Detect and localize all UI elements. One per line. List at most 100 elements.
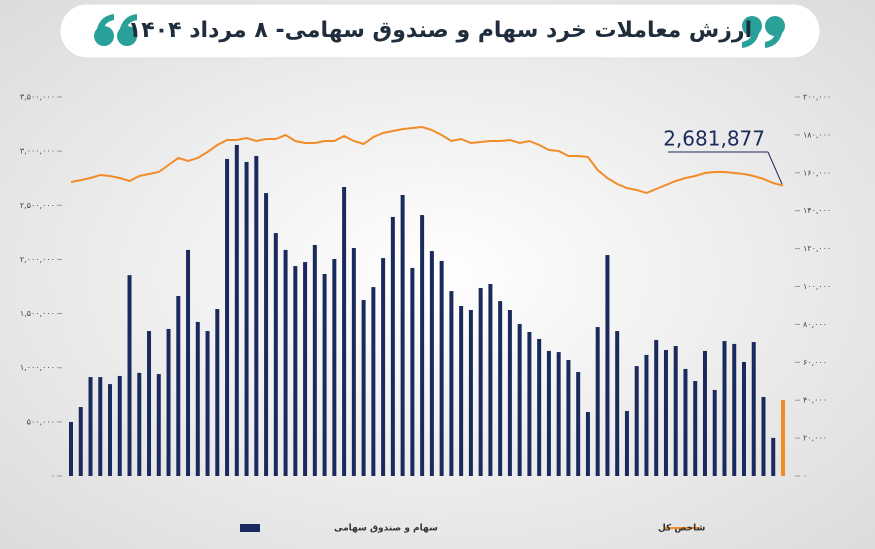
bar <box>410 267 415 476</box>
line <box>70 125 784 195</box>
bar <box>429 251 434 476</box>
bar <box>712 389 717 476</box>
bar <box>498 301 503 476</box>
bar <box>205 331 210 476</box>
y2-tick-label: ۶۰,۰۰۰ <box>803 358 827 367</box>
bar <box>663 349 668 476</box>
bar <box>449 291 454 476</box>
bar <box>176 295 181 476</box>
y-tick-label: ۲,۰۰۰,۰۰۰ <box>20 255 55 264</box>
bar <box>732 343 737 476</box>
bar <box>722 341 727 476</box>
bar <box>293 266 298 476</box>
bar <box>771 437 776 476</box>
bar <box>634 366 639 476</box>
y2-tick-label: ۲۰۰,۰۰۰ <box>803 93 831 102</box>
bar <box>371 287 376 476</box>
bar <box>234 144 239 477</box>
bar <box>225 158 230 477</box>
bar <box>751 342 756 476</box>
bar <box>78 407 83 476</box>
y2-tick-label: ۰ <box>803 472 807 481</box>
bar <box>88 377 93 476</box>
bar <box>195 321 200 476</box>
bar <box>556 352 561 476</box>
bar <box>761 396 766 476</box>
bar <box>303 262 308 476</box>
bar <box>702 350 707 476</box>
y2-tick-label: ۱۰۰,۰۰۰ <box>803 282 831 291</box>
y2-tick-label: ۲۰,۰۰۰ <box>803 434 827 443</box>
bar <box>537 338 542 476</box>
bar <box>517 324 522 476</box>
legend-label: شاخص کل <box>658 524 706 534</box>
annotation-leader <box>767 151 783 185</box>
y-tick-label: ۱,۵۰۰,۰۰۰ <box>20 309 55 318</box>
quote-left <box>94 14 137 46</box>
bar <box>595 327 600 476</box>
bar <box>137 372 142 476</box>
bar <box>254 155 259 476</box>
bar <box>342 187 347 476</box>
bar <box>215 309 220 476</box>
bar <box>585 411 590 476</box>
bar <box>654 339 659 476</box>
bar <box>283 249 288 476</box>
y2-tick-label: ۱۶۰,۰۰۰ <box>803 168 831 177</box>
bar <box>166 328 171 476</box>
bar <box>127 275 132 476</box>
quote-right <box>742 16 785 48</box>
chart-title: ارزش معاملات خرد سهام و صندوق سهامی- ۸ م… <box>128 18 752 43</box>
bar <box>507 309 512 476</box>
bar <box>361 299 366 476</box>
title-card <box>59 3 821 59</box>
y-tick-label: ۳,۵۰۰,۰۰۰ <box>20 93 55 102</box>
bar <box>420 215 425 476</box>
y-tick-label: ۰ <box>51 472 55 481</box>
bar <box>98 377 103 476</box>
bar <box>381 258 386 476</box>
bar <box>351 248 356 476</box>
y-tick-label: ۱,۰۰۰,۰۰۰ <box>20 363 55 372</box>
bar <box>644 354 649 476</box>
bar <box>244 161 249 476</box>
bar <box>615 331 620 476</box>
bar <box>459 306 464 476</box>
bar <box>147 331 152 476</box>
y-tick-label: ۵۰۰,۰۰۰ <box>27 417 55 426</box>
bar <box>117 375 122 476</box>
annotation: 2,681,877 <box>663 127 765 151</box>
bar <box>400 194 405 476</box>
bar <box>264 193 269 477</box>
bar <box>186 249 191 476</box>
bar <box>468 309 473 476</box>
bar <box>673 346 678 476</box>
bar <box>605 255 610 476</box>
bar <box>390 216 395 477</box>
bar <box>488 284 493 476</box>
bar <box>546 350 551 476</box>
legend-swatch <box>240 524 260 532</box>
bar <box>624 411 629 476</box>
bar <box>693 381 698 476</box>
bar <box>69 421 73 476</box>
bar <box>322 273 327 476</box>
y-tick-label: ۳,۰۰۰,۰۰۰ <box>20 147 55 156</box>
bar <box>566 360 571 476</box>
bar <box>332 259 337 476</box>
bar <box>439 260 444 476</box>
bar <box>312 244 317 476</box>
y-tick-label: ۲,۵۰۰,۰۰۰ <box>20 201 55 210</box>
y2-tick-label: ۸۰,۰۰۰ <box>803 320 827 329</box>
bar <box>576 371 581 476</box>
bar <box>781 400 785 476</box>
bar <box>741 361 746 476</box>
bar <box>156 374 161 476</box>
legend-label: سهام و صندوق سهامی <box>334 524 438 534</box>
bar <box>478 288 483 476</box>
bar <box>683 368 688 476</box>
bar <box>273 233 278 476</box>
